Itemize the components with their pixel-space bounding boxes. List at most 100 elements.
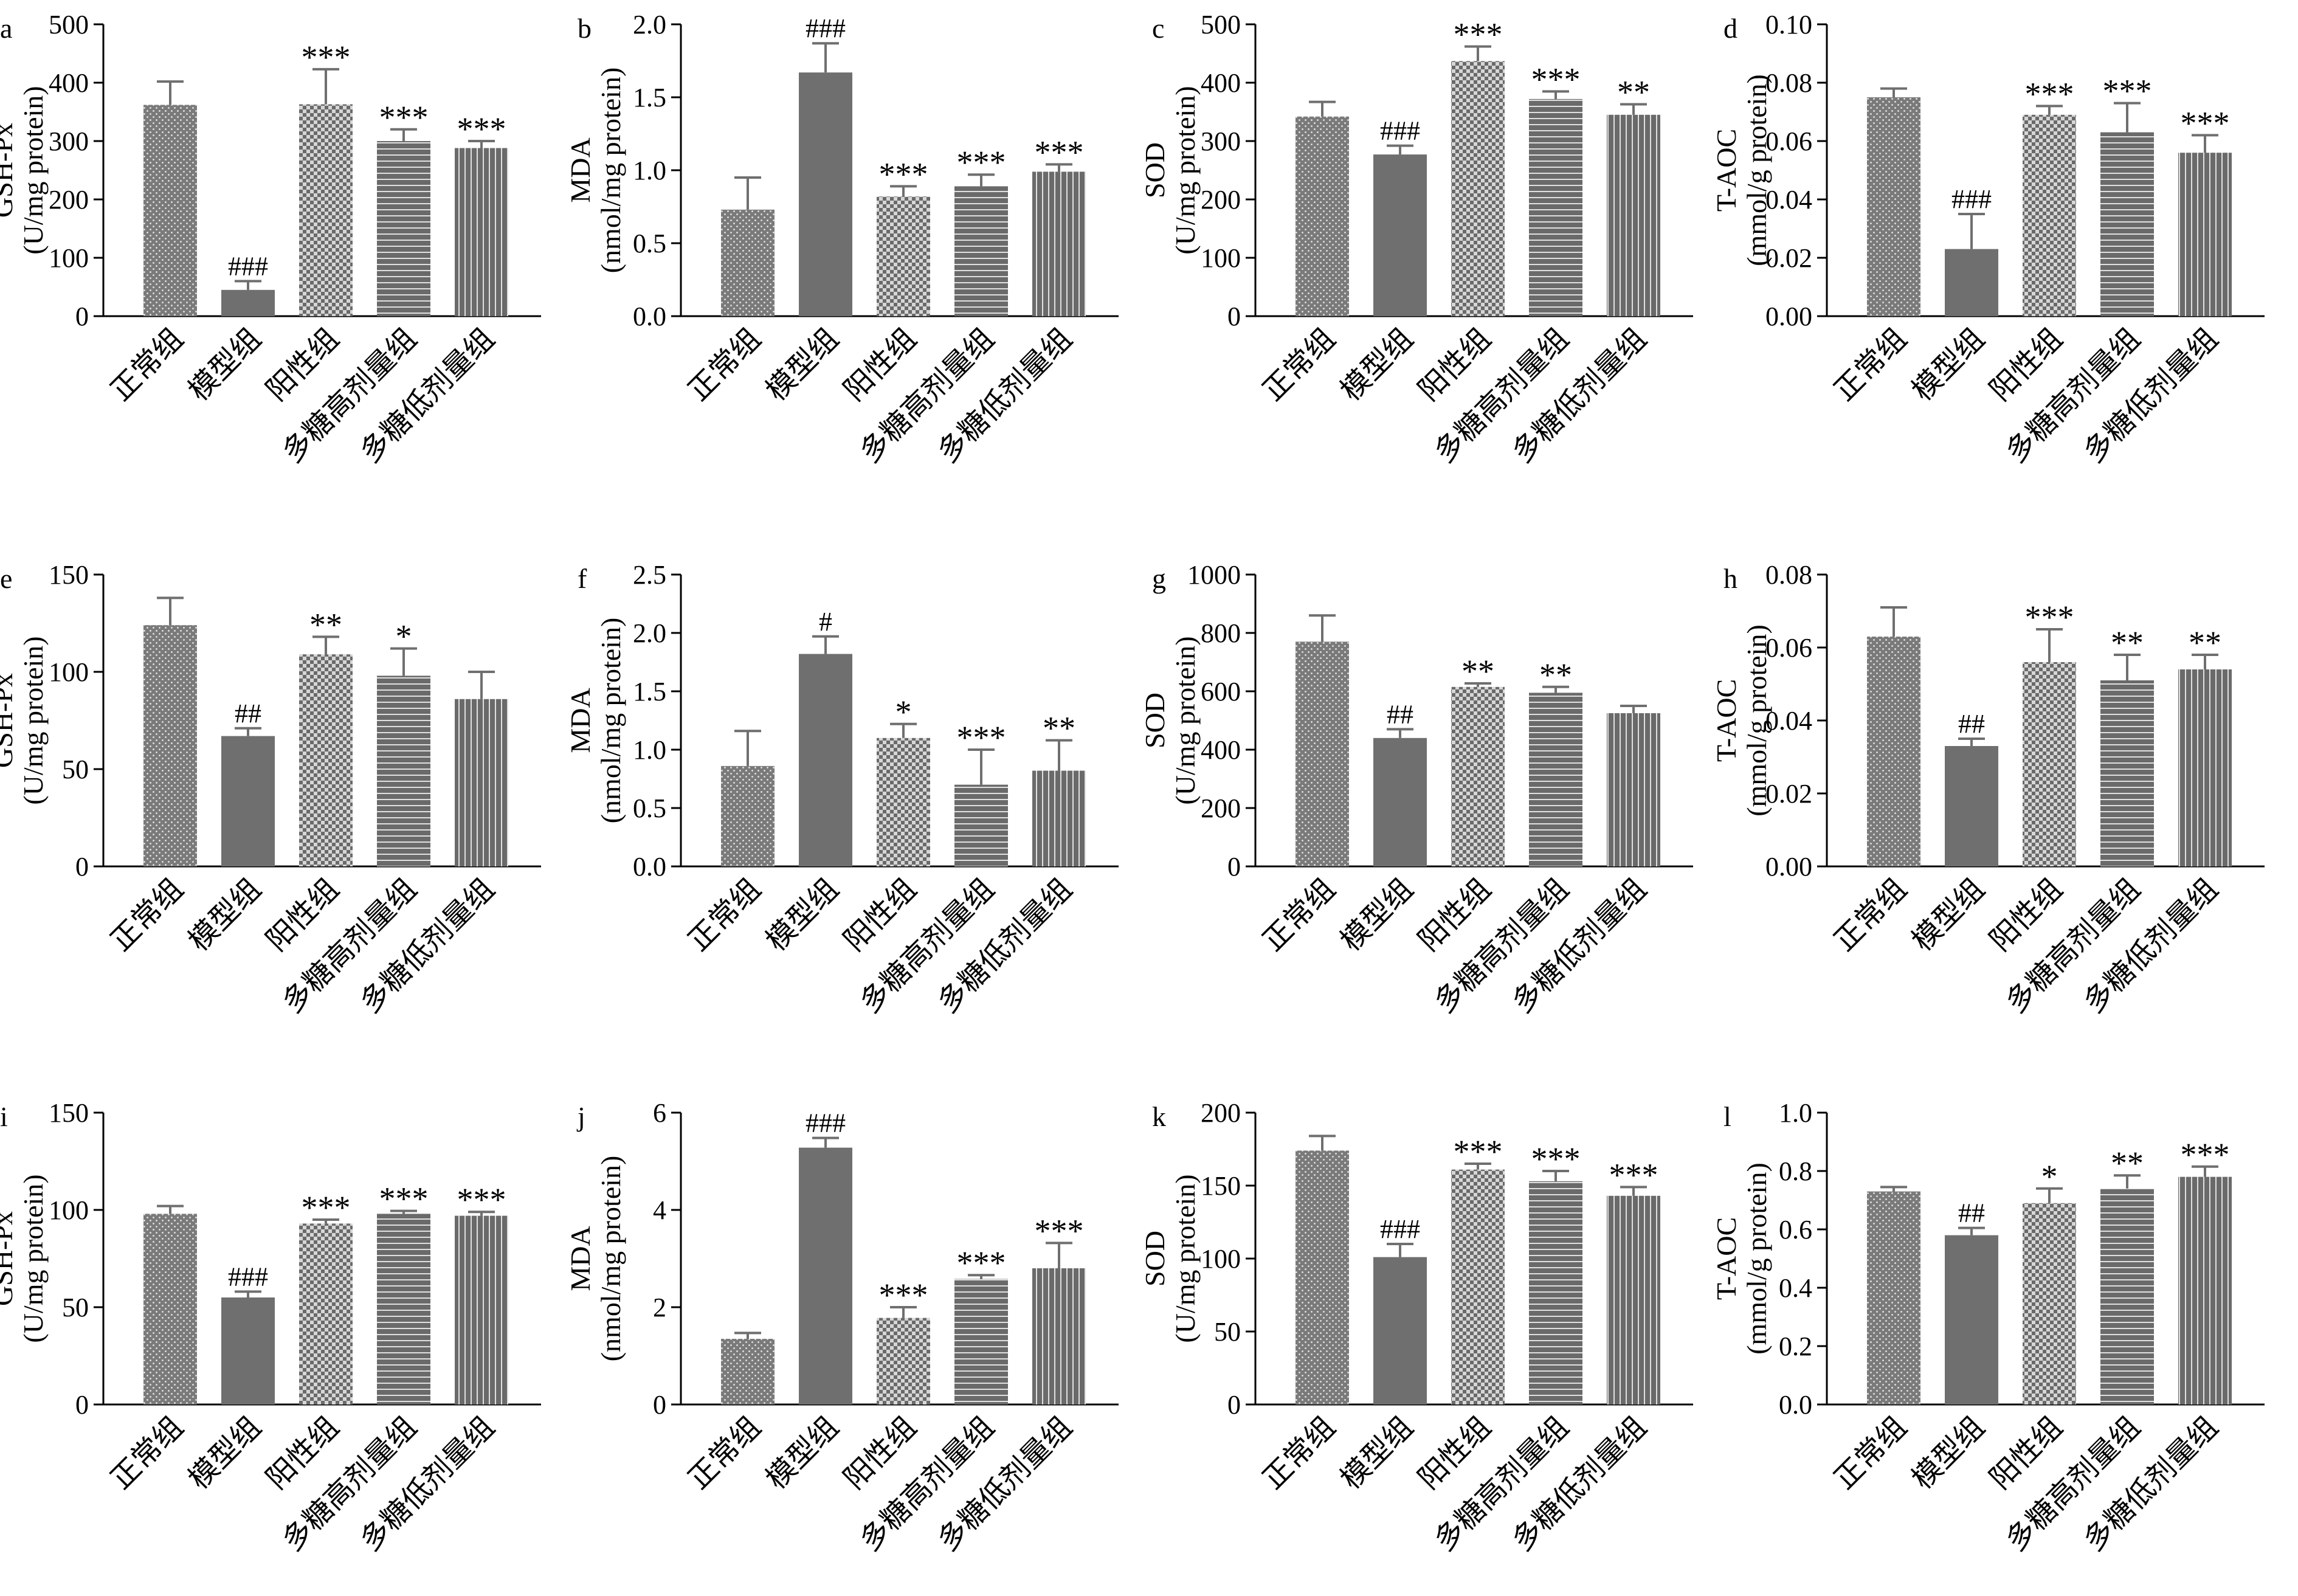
category-label: 模型组 [760,322,844,407]
y-tick-label: 50 [62,755,89,784]
category-label: 正常组 [682,872,767,957]
category-label: 多糖高剂量组 [277,322,423,469]
y-axis-unit: (U/mg protein) [18,636,49,804]
category-label: 多糖低剂量组 [354,872,501,1019]
bar [2178,669,2232,866]
bar [1296,116,1349,316]
category-label: 多糖低剂量组 [932,1411,1078,1557]
bar [721,1339,775,1404]
bar [299,1223,353,1404]
category-label: 多糖低剂量组 [932,872,1078,1019]
y-tick-label: 100 [1201,1244,1241,1274]
significance-mark: ### [1380,1214,1420,1244]
category-label: 模型组 [1334,872,1419,957]
significance-mark: *** [1035,134,1084,170]
category-label: 正常组 [1828,872,1913,957]
y-tick-label: 0.02 [1765,779,1812,809]
panel-letter: d [1723,13,1737,44]
significance-mark: ### [1951,184,1992,214]
bar [1945,1235,1998,1404]
panel-letter: c [1152,13,1164,44]
bar [377,675,430,866]
panel-letter: f [578,563,587,594]
significance-mark: ** [1539,657,1572,693]
category-label: 多糖高剂量组 [2000,1411,2147,1557]
bar [721,765,775,866]
bar [299,654,353,866]
category-label: 模型组 [182,322,267,407]
y-tick-label: 100 [49,1195,89,1225]
y-tick-label: 150 [49,560,89,590]
bar [1032,770,1086,866]
bar [1296,1150,1349,1404]
y-axis-unit: (mmol/g protein) [1741,74,1772,266]
bar [143,1214,197,1404]
y-tick-label: 1000 [1187,560,1241,590]
y-axis-label: SOD [1139,693,1170,748]
bar [1373,1257,1427,1404]
y-tick-label: 6 [653,1098,666,1128]
y-tick-label: 4 [653,1195,666,1225]
category-label: 模型组 [1906,322,1990,407]
significance-mark: *** [2025,599,2074,635]
significance-mark: * [396,618,412,655]
y-tick-label: 0.0 [633,852,666,882]
category-label: 正常组 [105,322,189,407]
bar [221,289,275,316]
significance-mark: * [895,694,912,730]
y-tick-label: 0 [1227,302,1241,331]
y-axis-unit: (U/mg protein) [18,1174,49,1342]
category-label: 多糖低剂量组 [354,1411,501,1557]
bar [1373,154,1427,316]
y-tick-label: 0.8 [1779,1156,1812,1186]
y-tick-label: 0.2 [1779,1332,1812,1361]
y-tick-label: 500 [1201,10,1241,40]
y-axis-label: SOD [1139,1231,1170,1287]
significance-mark: ** [1617,74,1650,111]
bar [2023,114,2076,317]
bar [1607,1195,1660,1404]
bar [455,148,508,316]
y-axis-label: T-AOC [1711,129,1742,212]
significance-mark: *** [1531,1141,1581,1177]
y-tick-label: 0.00 [1765,852,1812,882]
y-tick-label: 0 [1227,1390,1241,1420]
category-label: 多糖高剂量组 [2000,322,2147,469]
significance-mark: ### [1380,116,1420,146]
y-axis-label: SOD [1139,142,1170,198]
y-tick-label: 500 [49,10,89,40]
y-tick-label: 2.0 [633,618,666,648]
category-label: 正常组 [682,1411,767,1495]
category-label: 多糖高剂量组 [277,872,423,1019]
y-tick-label: 300 [1201,126,1241,156]
y-tick-label: 2.5 [633,560,666,590]
bar [877,196,930,316]
significance-mark: *** [879,1277,928,1313]
y-tick-label: 0.0 [633,302,666,331]
bar [455,1215,508,1404]
bar [721,209,775,316]
category-label: 模型组 [1334,1411,1419,1495]
category-label: 多糖低剂量组 [2078,1411,2224,1557]
bar [1867,97,1920,316]
y-tick-label: 0.10 [1765,10,1812,40]
bar [1867,637,1920,866]
bar [377,141,430,316]
panel-letter: g [1152,563,1166,594]
category-label: 多糖低剂量组 [2078,322,2224,469]
bar [799,72,852,316]
significance-mark: ## [1958,1198,1985,1228]
y-tick-label: 200 [1201,185,1241,215]
bar [455,699,508,866]
category-label: 模型组 [1906,1411,1990,1495]
bar [2100,132,2154,316]
panel-b: b 0.0 0.5 1.0 1.5 2.0 MDA (nmol/mg protein) 正常组 #… [565,10,1119,469]
bar [954,784,1008,866]
panel-letter: l [1723,1101,1731,1132]
significance-mark: *** [957,144,1006,181]
significance-mark: ## [1387,699,1413,729]
category-label: 多糖低剂量组 [1506,322,1653,469]
significance-mark: *** [1609,1156,1658,1193]
panel-letter: e [0,563,12,594]
category-label: 正常组 [682,322,767,407]
